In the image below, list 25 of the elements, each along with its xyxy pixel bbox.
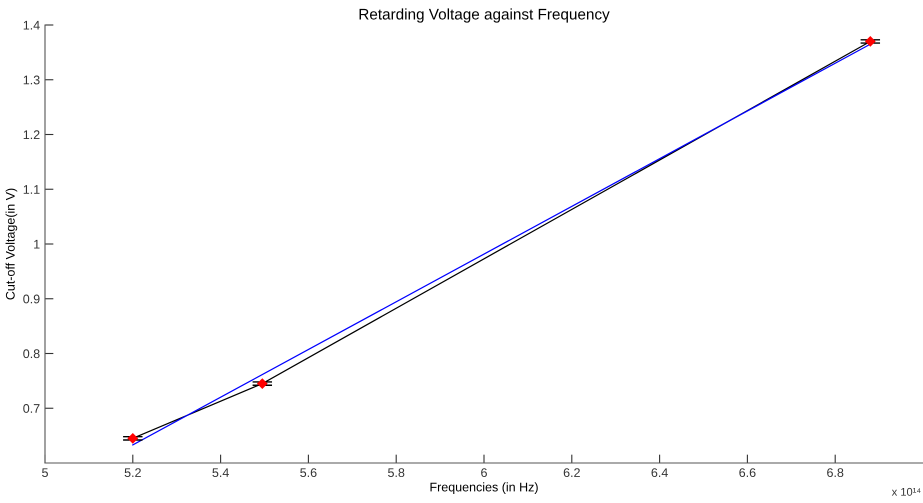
x-axis-title: Frequencies (in Hz) xyxy=(430,482,538,494)
y-tick-label: 0.9 xyxy=(23,294,40,304)
y-tick-label: 1.1 xyxy=(24,185,40,194)
x-tick-label: 6 xyxy=(481,468,487,478)
y-axis-title: Cut-off Voltage(in V) xyxy=(6,188,18,300)
x-tick-label: 5.8 xyxy=(388,468,404,478)
x-tick-label: 6.8 xyxy=(827,468,844,478)
x-tick-label: 5 xyxy=(42,468,48,478)
y-tick-label: 0.7 xyxy=(23,404,40,413)
chart-title: Retarding Voltage against Frequency xyxy=(360,8,610,23)
x-tick-label: 5.2 xyxy=(124,468,141,478)
y-tick-label: 1.4 xyxy=(24,20,40,30)
point xyxy=(864,36,876,47)
y-tick-label: 1 xyxy=(34,240,40,249)
x-tick-label: 5.6 xyxy=(300,468,317,478)
x-tick-label: 6.6 xyxy=(739,468,756,478)
point xyxy=(127,432,138,444)
point xyxy=(256,378,268,389)
x-tick-label: 6.4 xyxy=(652,468,668,478)
text: x 10¹⁴ xyxy=(892,488,921,496)
x-tick-label: 5.4 xyxy=(212,468,229,478)
x-tick-label: 6.2 xyxy=(564,468,580,478)
y-tick-label: 1.3 xyxy=(24,76,40,84)
y-tick-label: 0.8 xyxy=(23,349,40,358)
y-tick-label: 1.2 xyxy=(24,130,40,140)
